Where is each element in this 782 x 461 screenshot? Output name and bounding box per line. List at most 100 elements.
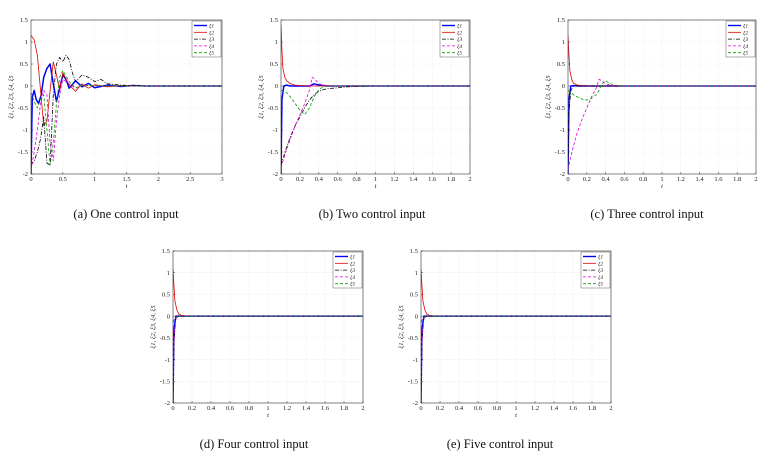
x-tick-label: 0.6 xyxy=(474,405,483,412)
x-tick-label: 1.4 xyxy=(302,405,311,412)
legend-label-xi5: ξ5 xyxy=(457,50,462,57)
y-tick-label: 0.5 xyxy=(410,292,418,299)
y-axis-label: ξ1, ξ2, ξ3, ξ4, ξ5 xyxy=(398,305,405,349)
x-tick-label: 0 xyxy=(171,405,174,412)
x-tick-label: 0.8 xyxy=(639,176,647,183)
x-axis-label: t xyxy=(515,412,517,419)
y-tick-label: -2 xyxy=(560,171,565,178)
x-tick-label: 0.4 xyxy=(455,405,464,412)
x-tick-label: 1.2 xyxy=(677,176,685,183)
axes-frame xyxy=(567,19,757,175)
x-tick-label: 0.2 xyxy=(296,176,304,183)
x-tick-label: 2 xyxy=(157,176,160,183)
y-tick-label: -2 xyxy=(273,171,278,178)
x-tick-label: 0 xyxy=(566,176,569,183)
y-tick-label: -2 xyxy=(413,400,418,407)
series-line-xi5 xyxy=(568,80,756,101)
y-tick-label: -1.5 xyxy=(555,149,565,156)
x-tick-label: 0.2 xyxy=(188,405,196,412)
y-tick-label: 0.5 xyxy=(20,61,28,68)
legend-label-xi3: ξ3 xyxy=(743,36,748,43)
y-axis-label: ξ1, ξ2, ξ3, ξ4, ξ5 xyxy=(258,75,265,119)
series-group xyxy=(421,268,611,403)
y-tick-label: -0.5 xyxy=(408,335,418,342)
x-axis-label: t xyxy=(267,412,269,419)
x-tick-label: 0.4 xyxy=(207,405,216,412)
series-line-xi2 xyxy=(421,268,611,317)
y-tick-label: 1.5 xyxy=(410,248,418,255)
axes-frame xyxy=(280,19,471,175)
x-tick-label: 2 xyxy=(468,176,471,183)
chart-panel-5: 0 0.2 0.4 0.6 0.8 1 1.2 1.4 1.6 1.8 2 1.5 1 0.5 0 -0.5 -… xyxy=(398,248,613,451)
y-tick-label: -0.5 xyxy=(18,105,28,112)
x-tick-label: 1.4 xyxy=(550,405,559,412)
legend-label-xi2: ξ2 xyxy=(350,260,355,267)
x-tick-label: 1.4 xyxy=(696,176,705,183)
y-tick-label: -1 xyxy=(413,357,418,364)
legend-label-xi4: ξ4 xyxy=(743,43,748,50)
x-tick-label: 2 xyxy=(609,405,612,412)
legend-label-xi1: ξ1 xyxy=(598,254,603,261)
x-tick-label: 1.8 xyxy=(447,176,455,183)
legend-label-xi3: ξ3 xyxy=(598,267,603,274)
x-tick-label: 1.4 xyxy=(409,176,418,183)
y-tick-label: 0 xyxy=(167,313,170,320)
axes-frame xyxy=(420,250,612,404)
y-tick-label: -2 xyxy=(23,171,28,178)
y-tick-label: 0.5 xyxy=(270,61,278,68)
y-tick-label: -1.5 xyxy=(160,378,170,385)
x-tick-label: 1.5 xyxy=(122,176,130,183)
x-tick-label: 0 xyxy=(419,405,422,412)
x-tick-label: 0.5 xyxy=(59,176,67,183)
legend-label-xi4: ξ4 xyxy=(209,43,214,50)
legend-label-xi2: ξ2 xyxy=(598,260,603,267)
y-tick-label: 1.5 xyxy=(20,17,28,24)
y-tick-label: -1 xyxy=(560,127,565,134)
series-line-xi5 xyxy=(173,315,363,323)
chart-panel-2: 0 0.2 0.4 0.6 0.8 1 1.2 1.4 1.6 1.8 2 1.5 1 0.5 0 -0.5 -… xyxy=(258,17,472,221)
x-tick-label: 0.2 xyxy=(436,405,444,412)
x-tick-label: 1 xyxy=(660,176,663,183)
y-tick-label: -0.5 xyxy=(160,335,170,342)
series-group xyxy=(31,35,222,174)
x-tick-label: 0.8 xyxy=(493,405,501,412)
legend-label-xi5: ξ5 xyxy=(743,50,748,57)
y-tick-label: -1 xyxy=(165,357,170,364)
y-tick-label: 0 xyxy=(415,313,418,320)
series-line-xi5 xyxy=(421,315,611,323)
legend-label-xi2: ξ2 xyxy=(743,29,748,36)
x-tick-label: 1 xyxy=(266,405,269,412)
x-tick-label: 0 xyxy=(29,176,32,183)
y-tick-label: -1.5 xyxy=(268,149,278,156)
x-tick-label: 2 xyxy=(754,176,757,183)
x-tick-label: 2 xyxy=(361,405,364,412)
legend-label-xi3: ξ3 xyxy=(209,36,214,43)
x-tick-label: 1.6 xyxy=(714,176,723,183)
x-tick-label: 1.2 xyxy=(283,405,291,412)
x-tick-label: 1.6 xyxy=(428,176,437,183)
chart-panel-1: 0 0.5 1 1.5 2 2.5 3 1.5 1 0.5 0 -0.5 -1 -1.5 -2 t ξ1, ξ2… xyxy=(8,17,224,221)
series-group xyxy=(568,35,756,174)
y-tick-label: 1 xyxy=(562,39,565,46)
legend-label-xi1: ξ1 xyxy=(457,23,462,30)
x-tick-label: 0.2 xyxy=(583,176,591,183)
legend-label-xi4: ξ4 xyxy=(350,274,355,281)
x-tick-label: 1.6 xyxy=(321,405,330,412)
series-line-xi5 xyxy=(31,70,222,166)
legend-label-xi1: ξ1 xyxy=(743,23,748,30)
y-tick-label: 1.5 xyxy=(162,248,170,255)
x-axis-label: t xyxy=(126,183,128,190)
x-tick-label: 0.6 xyxy=(620,176,629,183)
y-tick-label: -1 xyxy=(273,127,278,134)
x-tick-label: 0.6 xyxy=(334,176,343,183)
legend-label-xi2: ξ2 xyxy=(457,29,462,36)
series-line-xi2 xyxy=(173,268,363,317)
subfigure-caption: (a) One control input xyxy=(73,207,179,221)
chart-panel-4: 0 0.2 0.4 0.6 0.8 1 1.2 1.4 1.6 1.8 2 1.5 1 0.5 0 -0.5 -… xyxy=(150,248,365,451)
x-axis-label: t xyxy=(661,183,663,190)
x-tick-label: 1.8 xyxy=(588,405,596,412)
